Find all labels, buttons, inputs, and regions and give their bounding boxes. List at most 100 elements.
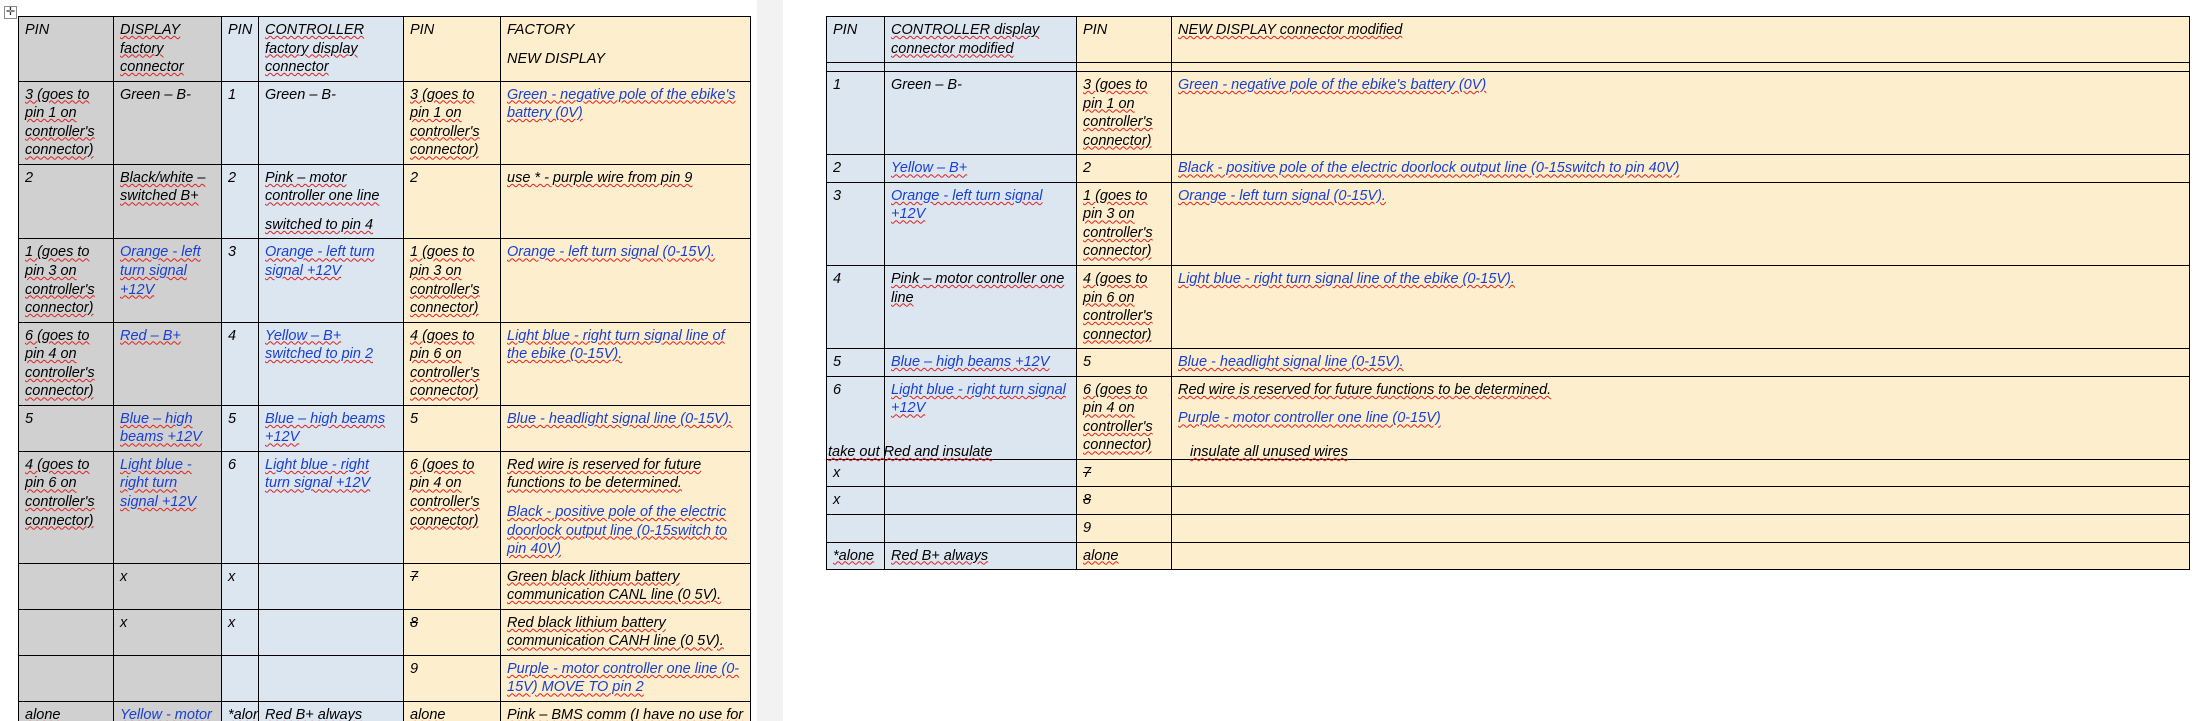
cell-pin-factory: 6 (goes to pin 4 on controller's connect… (403, 450, 501, 564)
cell-controller-wire: Pink – motor controller one line (884, 265, 1077, 350)
header-pin-display: PIN (18, 16, 114, 82)
cell-pin-factory: 9 (403, 654, 501, 702)
cell-pin-controller (221, 654, 259, 702)
header-factory-line1: FACTORY (507, 22, 575, 38)
cell-controller-wire: Blue – high beams +12V (884, 348, 1077, 377)
table-row: x 7 (826, 458, 2190, 488)
table-move-handle[interactable]: ✛ (4, 6, 17, 19)
table-row: 1 (goes to pin 3 on controller's connect… (18, 238, 751, 323)
cell-new-display-desc: Black - positive pole of the electric do… (1171, 154, 2190, 183)
table-row: 9 Purple - motor controller one line (0-… (18, 654, 751, 702)
modified-wiring-table: PIN CONTROLLER display connector modifie… (826, 15, 2190, 571)
cell-controller-wire (258, 562, 404, 610)
cell-new-display-desc (1171, 486, 2190, 516)
cell-controller-wire (884, 62, 1077, 73)
cell-new-display-desc: Green - negative pole of the ebike's bat… (1171, 71, 2190, 156)
cell-factory-desc: use * - purple wire from pin 9 (500, 163, 751, 240)
cell-controller-wire (884, 486, 1077, 516)
cell-pin-factory: alone (403, 700, 501, 721)
cell-pin-controller: x (221, 562, 259, 610)
cell-pin-controller: 3 (826, 181, 885, 267)
cell-display-wire: Blue – high beams +12V (113, 404, 222, 452)
cell-factory-desc: Orange - left turn signal (0-15V). (500, 238, 751, 323)
cell-display-wire (113, 654, 222, 702)
cell-pin-controller: 6 (826, 375, 885, 460)
cell-controller-wire: Pink – motor controller one line switche… (258, 163, 404, 240)
cell-factory-desc: Green - negative pole of the ebike's bat… (500, 80, 751, 165)
cell-controller-wire: Orange - left turn signal +12V (884, 181, 1077, 267)
cell-pin-controller: x (826, 486, 885, 516)
table-row: x x 8 Red black lithium battery communic… (18, 608, 751, 656)
cell-pin-controller: *alone (826, 541, 885, 571)
header-factory-line2: NEW DISPLAY (507, 50, 606, 67)
page-gutter-right (783, 0, 795, 721)
cell-controller-wire (884, 514, 1077, 543)
cell-pin-controller: 1 (826, 71, 885, 156)
cell-pin-new-display: 1 (goes to pin 3 on controller's connect… (1076, 181, 1172, 267)
table-header-row: PIN DISPLAY factory connector PIN CONTRO… (18, 16, 751, 82)
cell-new-display-desc (1171, 541, 2190, 571)
cell-pin-controller: *alone (221, 700, 259, 721)
header-controller-factory: CONTROLLER factory display connector (258, 16, 404, 82)
cell-pin-controller: 4 (221, 321, 259, 406)
cell-controller-wire: Orange - left turn signal +12V (258, 238, 404, 323)
cell-factory-desc: Red wire is reserved for future function… (500, 450, 751, 564)
cell-display-wire: Orange - left turn signal +12V (113, 238, 222, 323)
cell-pin-controller: 5 (221, 404, 259, 452)
table-row: x x 7 Green black lithium battery commun… (18, 562, 751, 610)
cell-pin-new-display: 5 (1076, 348, 1172, 377)
page-gutter-left (757, 0, 783, 721)
cell-pin-controller: 2 (221, 163, 259, 240)
factory-wiring-table: PIN DISPLAY factory connector PIN CONTRO… (18, 16, 751, 721)
cell-new-display-desc: Orange - left turn signal (0-15V). (1171, 181, 2190, 267)
cell-pin-new-display: 8 (1076, 486, 1172, 516)
table-header-row: PIN CONTROLLER display connector modifie… (826, 15, 2190, 64)
cell-controller-wire: Green – B- (884, 71, 1077, 156)
cell-display-wire: Red – B+ (113, 321, 222, 406)
cell-pin-controller: 2 (826, 154, 885, 183)
cell-pin-controller: x (221, 608, 259, 656)
cell-pin-factory: 4 (goes to pin 6 on controller's connect… (403, 321, 501, 406)
cell-pin-display: 1 (goes to pin 3 on controller's connect… (18, 238, 114, 323)
cell-pin-display (18, 608, 114, 656)
cell-factory-desc: Purple - motor controller one line (0-15… (500, 654, 751, 702)
table-row: 6 Light blue - right turn signal +12V 6 … (826, 375, 2190, 460)
cell-display-wire: x (113, 608, 222, 656)
cell-display-wire: x (113, 562, 222, 610)
cell-pin-factory: 2 (403, 163, 501, 240)
header-controller-display-modified: CONTROLLER display connector modified (884, 15, 1077, 64)
cell-pin-new-display: 3 (goes to pin 1 on controller's connect… (1076, 71, 1172, 156)
cell-controller-wire: Red B+ always (884, 541, 1077, 571)
cell-controller-wire: Blue – high beams +12V (258, 404, 404, 452)
table-row: 9 (826, 514, 2190, 543)
cell-controller-wire (258, 608, 404, 656)
cell-new-display-desc: Blue - headlight signal line (0-15V). (1171, 348, 2190, 377)
cell-pin-factory: 8 (403, 608, 501, 656)
cell-pin-display (18, 654, 114, 702)
table-row: 5 Blue – high beams +12V 5 Blue - headli… (826, 348, 2190, 377)
cell-pin-display: 3 (goes to pin 1 on controller's connect… (18, 80, 114, 165)
table-row: 2 Black/white – switched B+ 2 Pink – mot… (18, 163, 751, 240)
table-row: 5 Blue – high beams +12V 5 Blue – high b… (18, 404, 751, 452)
cell-pin-controller: 1 (221, 80, 259, 165)
cell-controller-wire: Red B+ always (258, 700, 404, 721)
header-pin-new-display: PIN (1076, 15, 1172, 64)
cell-pin-factory: 3 (goes to pin 1 on controller's connect… (403, 80, 501, 165)
cell-pin-controller (826, 514, 885, 543)
table-row: 6 (goes to pin 4 on controller's connect… (18, 321, 751, 406)
cell-pin-new-display: 9 (1076, 514, 1172, 543)
table-row: 4 Pink – motor controller one line 4 (go… (826, 265, 2190, 350)
cell-pin-new-display: 6 (goes to pin 4 on controller's connect… (1076, 375, 1172, 460)
table-row (826, 62, 2190, 73)
cell-controller-wire (884, 458, 1077, 488)
cell-display-wire: Green – B- (113, 80, 222, 165)
table-row: x 8 (826, 486, 2190, 516)
table-row: *alone Red B+ always alone (826, 541, 2190, 571)
note-insulate-unused: insulate all unused wires (1190, 444, 1348, 460)
cell-controller-wire: Yellow – B+ (884, 154, 1077, 183)
header-new-display-modified: NEW DISPLAY connector modified (1171, 15, 2190, 64)
cell-factory-desc: Light blue - right turn signal line of t… (500, 321, 751, 406)
cell-new-display-desc (1171, 514, 2190, 543)
cell-pin-controller: 3 (221, 238, 259, 323)
cell-controller-wire: Light blue - right turn signal +12V (258, 450, 404, 564)
